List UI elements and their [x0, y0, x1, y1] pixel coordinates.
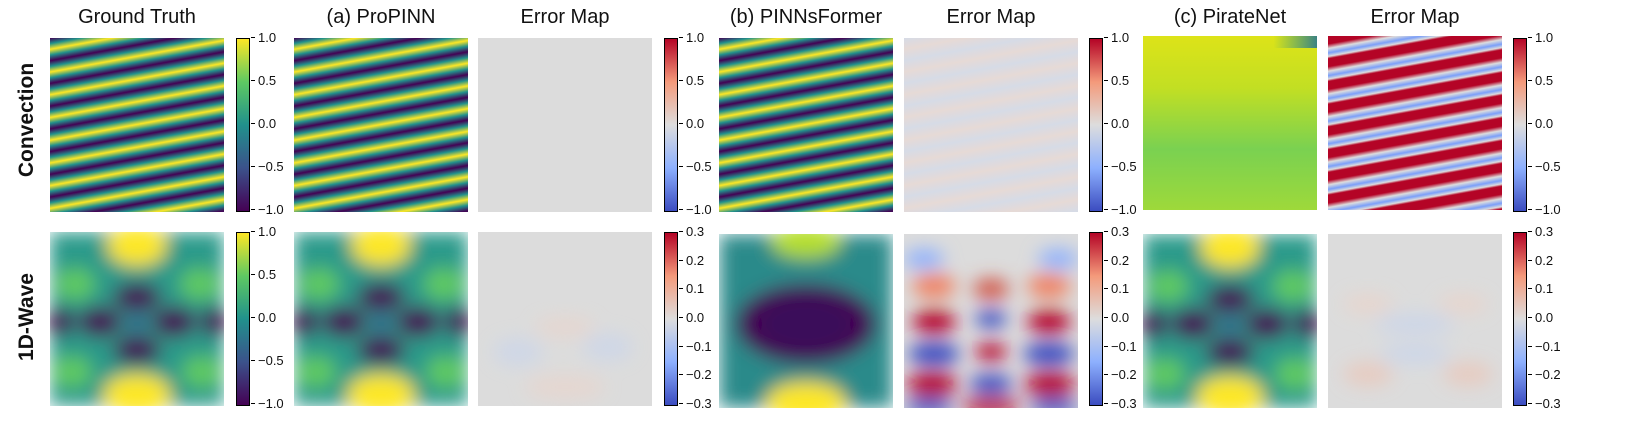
colorbar-tick-label: −1.0 [679, 202, 712, 217]
colorbar-tick-label: −0.3 [679, 396, 712, 411]
colorbar-tick-label: 0.2 [1103, 252, 1130, 268]
colorbar-tick-label: 1.0 [678, 30, 705, 45]
colorbar-tick-label: 0.5 [1527, 73, 1554, 88]
column-title-error-map-2: Error Map [946, 6, 1036, 28]
colorbar-tick-label: −1.0 [1104, 202, 1137, 217]
colorbar-tick-label: 0.5 [250, 267, 277, 282]
convection-piratenet-error-map [1328, 36, 1502, 210]
column-title-piratenet: (c) PirateNet [1173, 6, 1287, 28]
column-title-propinn: (a) ProPINN [326, 6, 436, 28]
colorbar-tick-label: 0.2 [678, 252, 705, 268]
wave-pinnsformer-heatmap [719, 234, 893, 408]
colorbar-tick-label: 0.0 [678, 310, 705, 325]
colorbar-tick-label: −0.5 [679, 159, 712, 174]
colorbar-tick-label: 0.0 [1527, 116, 1554, 131]
colorbar-tick-label: 1.0 [250, 224, 277, 239]
colorbar-tick-label: 0.0 [1103, 310, 1130, 325]
colorbar-tick-label: 0.3 [678, 224, 705, 239]
convection-ground-truth-heatmap [50, 38, 224, 212]
colorbar-tick-label: 0.0 [678, 116, 705, 131]
colorbar-tick-label: 0.0 [1103, 116, 1130, 131]
colorbar-tick-label: −0.2 [1104, 367, 1137, 383]
colorbar-tick-label: −0.5 [251, 159, 284, 174]
colorbar-tick-label: −1.0 [251, 202, 284, 217]
colorbar-tick-label: 0.5 [1103, 73, 1130, 88]
colorbar-tick-label: −0.3 [1104, 396, 1137, 411]
colorbar-tick-label: −0.1 [1104, 338, 1137, 354]
colorbar-tick-label: 1.0 [1527, 30, 1554, 45]
convection-piratenet-heatmap [1143, 36, 1317, 210]
wave-pinnsformer-error-map [904, 234, 1078, 408]
colorbar-tick-label: −0.1 [679, 338, 712, 354]
colorbar-tick-label: −0.5 [251, 353, 284, 368]
row-label-convection: Convection [15, 62, 38, 178]
convection-pinnsformer-heatmap [719, 38, 893, 212]
colorbar-tick-label: −0.3 [1528, 396, 1561, 411]
wave-piratenet-error-map [1328, 234, 1502, 408]
colorbar-tick-label: −0.2 [679, 367, 712, 383]
colorbar-convection-1 [664, 38, 678, 212]
colorbar-convection-3 [1513, 38, 1527, 212]
colorbar-tick-label: 0.3 [1527, 224, 1554, 239]
convection-propinn-heatmap [294, 38, 468, 212]
colorbar-tick-label: −0.2 [1528, 367, 1561, 383]
colorbar-tick-label: 1.0 [250, 30, 277, 45]
colorbar-wave-1 [664, 232, 678, 406]
colorbar-tick-label: 0.0 [250, 116, 277, 131]
colorbar-tick-label: −0.5 [1104, 159, 1137, 174]
column-title-error-map-1: Error Map [520, 6, 610, 28]
row-label-1d-wave: 1D-Wave [15, 273, 38, 361]
colorbar-tick-label: 0.0 [1527, 310, 1554, 325]
colorbar-convection-2 [1089, 38, 1103, 212]
colorbar-wave-0 [236, 232, 250, 406]
column-title-ground-truth: Ground Truth [78, 6, 196, 28]
colorbar-tick-label: −0.1 [1528, 338, 1561, 354]
wave-ground-truth-heatmap [50, 232, 224, 406]
colorbar-tick-label: 0.1 [1527, 281, 1554, 297]
column-title-error-map-3: Error Map [1370, 6, 1460, 28]
colorbar-tick-label: −1.0 [251, 396, 284, 411]
colorbar-tick-label: 0.5 [678, 73, 705, 88]
colorbar-wave-2 [1089, 232, 1103, 406]
colorbar-tick-label: −0.5 [1528, 159, 1561, 174]
colorbar-tick-label: −1.0 [1528, 202, 1561, 217]
wave-piratenet-heatmap [1143, 234, 1317, 408]
colorbar-tick-label: 0.0 [250, 310, 277, 325]
column-title-pinnsformer: (b) PINNsFormer [729, 6, 883, 28]
convection-pinnsformer-error-map [904, 38, 1078, 212]
colorbar-tick-label: 0.1 [1103, 281, 1130, 297]
colorbar-tick-label: 0.1 [678, 281, 705, 297]
wave-propinn-heatmap [294, 232, 468, 406]
colorbar-tick-label: 1.0 [1103, 30, 1130, 45]
wave-propinn-error-map [478, 232, 652, 406]
colorbar-tick-label: 0.5 [250, 73, 277, 88]
colorbar-wave-3 [1513, 232, 1527, 406]
convection-propinn-error-map [478, 38, 652, 212]
colorbar-tick-label: 0.3 [1103, 224, 1130, 239]
colorbar-tick-label: 0.2 [1527, 252, 1554, 268]
colorbar-convection-0 [236, 38, 250, 212]
